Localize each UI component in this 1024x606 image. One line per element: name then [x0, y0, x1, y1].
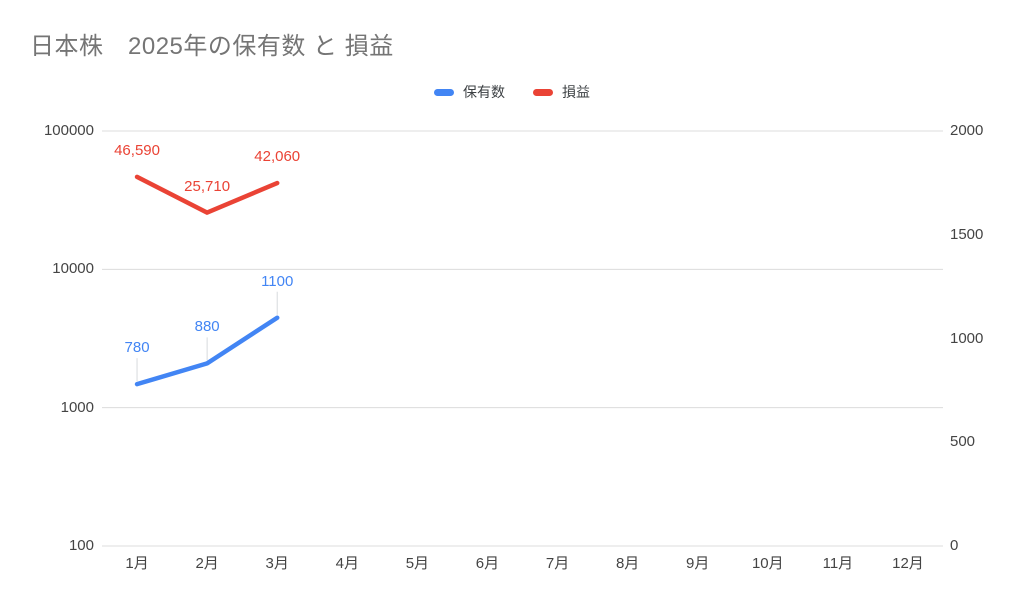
legend-swatch-holdings — [434, 88, 454, 96]
legend-swatch-profit — [533, 88, 553, 96]
x-axis-label: 2月 — [195, 555, 219, 572]
y-axis-left-label: 100 — [68, 537, 94, 554]
x-axis-label: 5月 — [405, 555, 430, 572]
series-line-保有数 — [134, 315, 280, 387]
y-axis-left-label: 1000 — [60, 398, 94, 416]
data-label: 780 — [124, 339, 150, 357]
x-axis-label: 4月 — [335, 555, 359, 572]
x-axis-label: 11月 — [822, 555, 854, 572]
x-axis-label: 3月 — [265, 555, 289, 572]
y-axis-right-label: 2000 — [950, 122, 984, 139]
data-label: 880 — [194, 318, 220, 336]
x-axis-label: 6月 — [475, 555, 500, 572]
x-axis-label: 1月 — [125, 555, 149, 572]
x-axis-label: 8月 — [615, 555, 640, 572]
y-axis-left-label: 100000 — [43, 122, 94, 139]
x-axis-label: 12月 — [892, 555, 924, 572]
data-label: 46,590 — [114, 141, 160, 159]
x-axis-label: 10月 — [751, 555, 784, 572]
legend-label-profit: 損益 — [562, 84, 590, 100]
y-axis-left-label: 10000 — [52, 260, 94, 278]
y-axis-right-label: 500 — [950, 433, 976, 451]
y-axis-right-label: 1000 — [950, 329, 984, 347]
chart-legend: 保有数 損益 — [0, 82, 1024, 102]
legend-item-profit: 損益 — [533, 82, 590, 102]
x-axis-label: 9月 — [686, 555, 710, 572]
y-axis-right-label: 0 — [950, 537, 959, 554]
data-label: 42,060 — [254, 148, 301, 166]
legend-label-holdings: 保有数 — [463, 84, 505, 100]
y-axis-right-label: 1500 — [950, 225, 984, 243]
series-line-損益 — [134, 174, 280, 215]
data-label: 25,710 — [184, 177, 231, 195]
legend-item-holdings: 保有数 — [434, 82, 505, 102]
data-label: 1100 — [261, 272, 294, 290]
chart-title: 日本株 2025年の保有数 と 損益 — [30, 33, 394, 60]
x-axis-label: 7月 — [545, 555, 570, 572]
